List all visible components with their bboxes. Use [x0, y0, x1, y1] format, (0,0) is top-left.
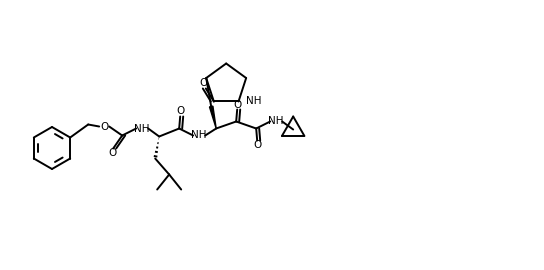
Text: NH: NH	[191, 130, 207, 140]
Text: O: O	[108, 148, 116, 158]
Text: O: O	[253, 140, 261, 150]
Text: O: O	[176, 106, 184, 116]
Text: O: O	[233, 100, 242, 110]
Text: O: O	[100, 122, 108, 131]
Polygon shape	[209, 106, 216, 129]
Text: NH: NH	[134, 123, 150, 133]
Text: O: O	[200, 79, 208, 89]
Text: NH: NH	[245, 96, 261, 106]
Text: NH: NH	[268, 116, 284, 127]
